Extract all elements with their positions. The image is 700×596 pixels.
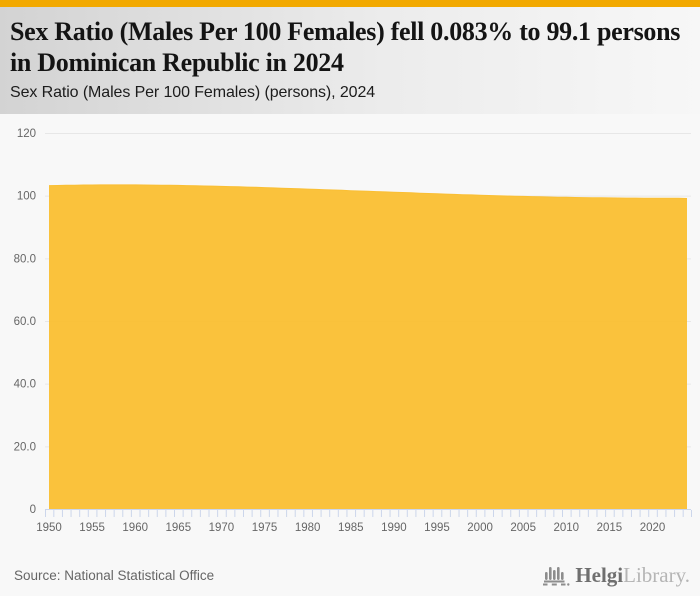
x-axis-label: 2000 — [467, 522, 493, 534]
x-axis-label: 1990 — [381, 522, 407, 534]
logo-text-helgi: Helgi — [575, 563, 624, 587]
y-axis-label: 60.0 — [14, 316, 36, 328]
chart-header: Sex Ratio (Males Per 100 Females) fell 0… — [0, 7, 700, 114]
y-axis-label: 0 — [30, 504, 36, 516]
x-axis-label: 2005 — [510, 522, 536, 534]
x-axis-label: 1995 — [424, 522, 450, 534]
helgi-bars-icon — [543, 567, 570, 586]
source-text: Source: National Statistical Office — [14, 568, 215, 583]
x-axis-label: 2010 — [554, 522, 580, 534]
chart-subtitle: Sex Ratio (Males Per 100 Females) (perso… — [10, 84, 376, 101]
x-axis-label: 1985 — [338, 522, 364, 534]
y-axis-label: 40.0 — [14, 379, 36, 391]
page-title: Sex Ratio (Males Per 100 Females) fell 0… — [10, 17, 681, 77]
area-series — [49, 184, 687, 509]
helgilibrary-logo[interactable]: HelgiLibrary. — [543, 563, 690, 587]
logo-text: HelgiLibrary. — [575, 564, 690, 586]
x-axis-label: 1950 — [36, 522, 62, 534]
x-axis-label: 1975 — [252, 522, 278, 534]
y-axis-label: 100 — [17, 191, 36, 203]
x-axis-label: 1965 — [166, 522, 192, 534]
y-axis-label: 80.0 — [14, 253, 36, 265]
y-axis-label: 20.0 — [14, 441, 36, 453]
x-axis-label: 1970 — [209, 522, 235, 534]
logo-text-library: Library. — [623, 563, 690, 587]
x-axis-label: 2020 — [640, 522, 666, 534]
x-axis-label: 1980 — [295, 522, 321, 534]
x-axis-label: 1960 — [122, 522, 148, 534]
area-chart: 0 20.0 40.0 60.0 80.0 100 120 1950 1955 1960 1965 1… — [14, 128, 692, 534]
x-axis-label: 1955 — [79, 522, 105, 534]
area-top-line — [48, 184, 688, 199]
top-accent-bar — [0, 0, 700, 7]
y-axis-label: 120 — [17, 128, 36, 140]
x-axis-label: 2015 — [597, 522, 623, 534]
